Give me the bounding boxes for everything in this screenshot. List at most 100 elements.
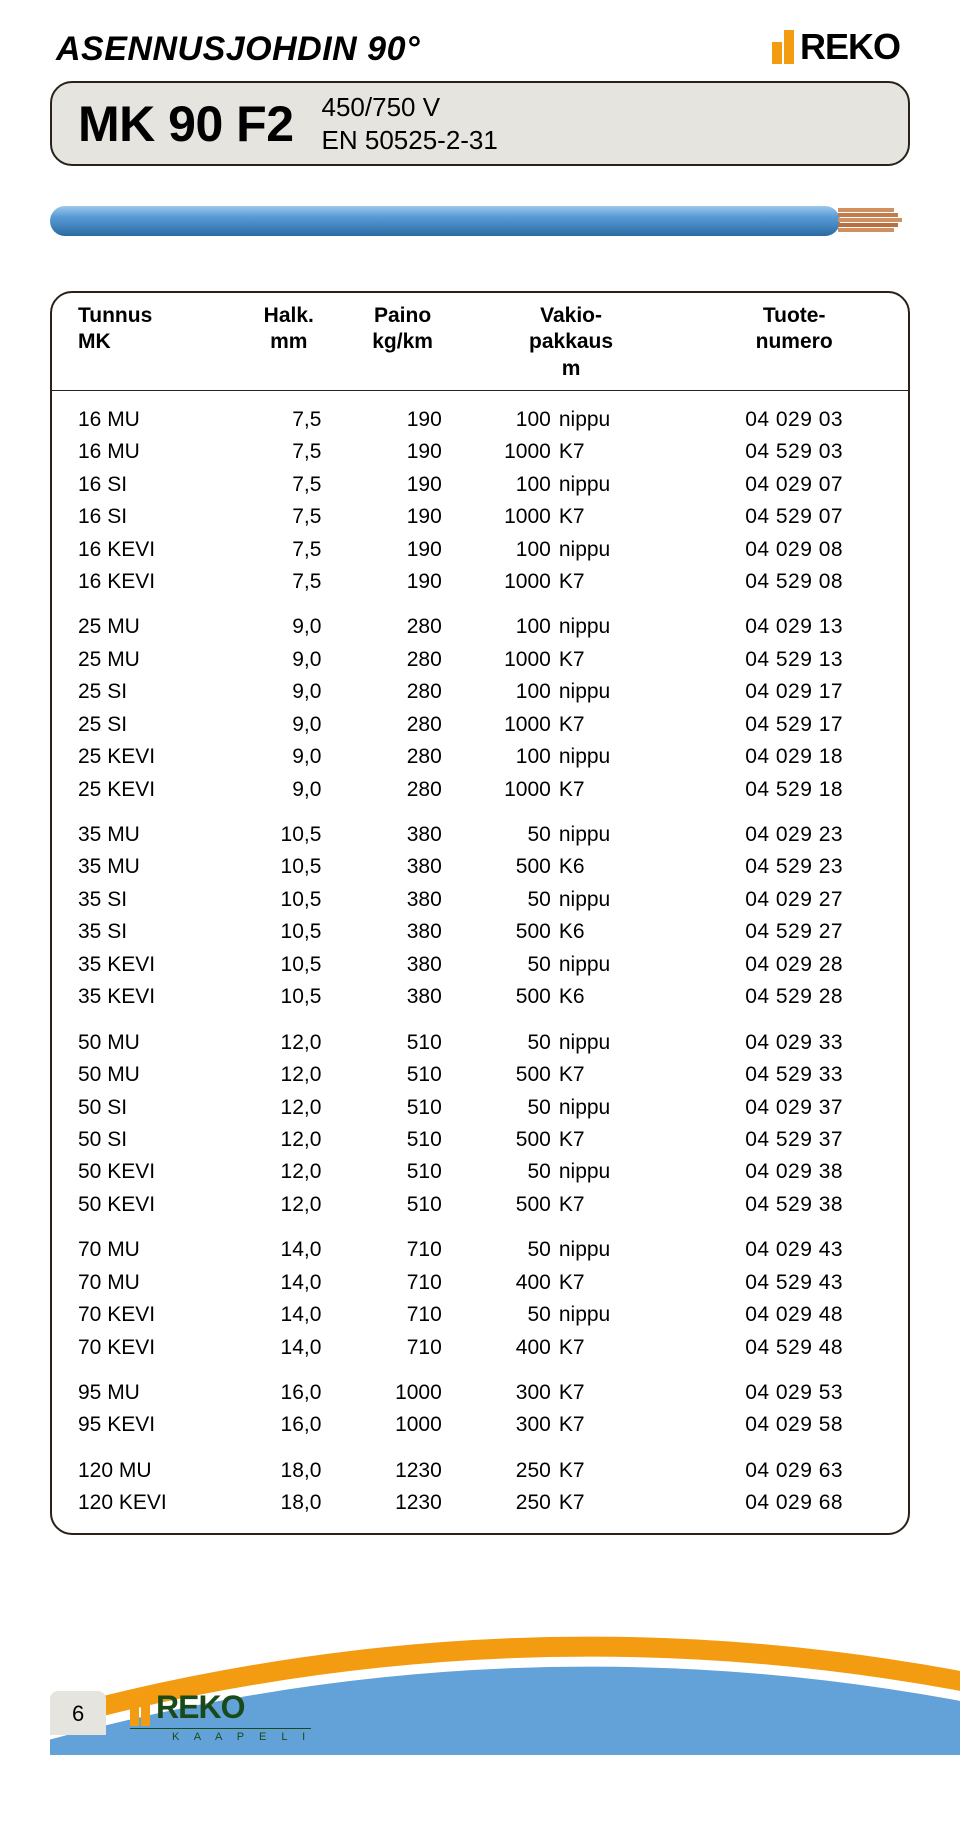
cell: 12,0 xyxy=(234,1124,343,1156)
cell: 04 529 08 xyxy=(680,566,908,598)
cell: 25 SI xyxy=(52,676,234,708)
cell: 16 SI xyxy=(52,501,234,533)
cell: 16 MU xyxy=(52,390,234,436)
cell: 280 xyxy=(343,598,461,643)
cell: 1000 xyxy=(343,1409,461,1441)
cell: 510 xyxy=(343,1156,461,1188)
cell: 25 MU xyxy=(52,598,234,643)
cell: 12,0 xyxy=(234,1092,343,1124)
table-row: 95 MU16,01000300K704 029 53 xyxy=(52,1364,908,1409)
cell: K7 xyxy=(553,1332,680,1364)
cell: 400 xyxy=(462,1267,553,1299)
table-row: 95 KEVI16,01000300K704 029 58 xyxy=(52,1409,908,1441)
cell: 510 xyxy=(343,1092,461,1124)
cell: 190 xyxy=(343,436,461,468)
cell: 04 029 27 xyxy=(680,884,908,916)
cell: 190 xyxy=(343,534,461,566)
cell: K7 xyxy=(553,436,680,468)
cell: K7 xyxy=(553,501,680,533)
cell: 1000 xyxy=(462,566,553,598)
table-row: 16 MU7,5190100nippu04 029 03 xyxy=(52,390,908,436)
cell: 1000 xyxy=(462,436,553,468)
table-row: 35 SI10,538050nippu04 029 27 xyxy=(52,884,908,916)
table-row: 35 MU10,5380500K604 529 23 xyxy=(52,851,908,883)
cell: 16 KEVI xyxy=(52,534,234,566)
cell: 100 xyxy=(462,534,553,566)
cell: K7 xyxy=(553,1189,680,1221)
cell: 380 xyxy=(343,884,461,916)
cell: 500 xyxy=(462,1124,553,1156)
cell: 50 SI xyxy=(52,1092,234,1124)
cell: 9,0 xyxy=(234,598,343,643)
cell: 510 xyxy=(343,1189,461,1221)
cell: 50 xyxy=(462,949,553,981)
col-pack-header: Vakio- pakkaus m xyxy=(462,293,681,390)
table-row: 70 MU14,071050nippu04 029 43 xyxy=(52,1221,908,1266)
cell: 1000 xyxy=(462,709,553,741)
table-row: 120 MU18,01230250K704 029 63 xyxy=(52,1442,908,1487)
cell: nippu xyxy=(553,949,680,981)
cell: 500 xyxy=(462,1059,553,1091)
cell: 10,5 xyxy=(234,949,343,981)
cell: 400 xyxy=(462,1332,553,1364)
brand-logo-top: REKO xyxy=(772,26,900,68)
cell: nippu xyxy=(553,806,680,851)
cell: K7 xyxy=(553,1267,680,1299)
cell: 95 MU xyxy=(52,1364,234,1409)
cell: 14,0 xyxy=(234,1221,343,1266)
cell: 380 xyxy=(343,806,461,851)
cell: 1230 xyxy=(343,1442,461,1487)
cell: 50 SI xyxy=(52,1124,234,1156)
cell: 04 029 13 xyxy=(680,598,908,643)
cell: 100 xyxy=(462,390,553,436)
cell: 04 029 38 xyxy=(680,1156,908,1188)
spec-table: Tunnus MK Halk. mm Paino kg/km Vakio- pa… xyxy=(50,291,910,1535)
cell: 25 MU xyxy=(52,644,234,676)
cell: 7,5 xyxy=(234,469,343,501)
cell: 70 MU xyxy=(52,1221,234,1266)
table-row: 25 SI9,0280100nippu04 029 17 xyxy=(52,676,908,708)
cell: 04 529 48 xyxy=(680,1332,908,1364)
cell: 25 KEVI xyxy=(52,774,234,806)
table-row: 50 MU12,0510500K704 529 33 xyxy=(52,1059,908,1091)
cell: 04 529 03 xyxy=(680,436,908,468)
cell: 04 029 43 xyxy=(680,1221,908,1266)
cell: 12,0 xyxy=(234,1156,343,1188)
table-row: 50 KEVI12,0510500K704 529 38 xyxy=(52,1189,908,1221)
table-row: 16 MU7,51901000K704 529 03 xyxy=(52,436,908,468)
cell: 35 MU xyxy=(52,806,234,851)
col-tuote-header: Tuote- numero xyxy=(680,293,908,390)
cell: 250 xyxy=(462,1442,553,1487)
cell: nippu xyxy=(553,884,680,916)
table-row: 50 MU12,051050nippu04 029 33 xyxy=(52,1014,908,1059)
cell: 50 xyxy=(462,806,553,851)
cell: 18,0 xyxy=(234,1442,343,1487)
cell: 710 xyxy=(343,1221,461,1266)
table-row: 16 SI7,5190100nippu04 029 07 xyxy=(52,469,908,501)
cell: 300 xyxy=(462,1409,553,1441)
cell: 70 MU xyxy=(52,1267,234,1299)
cell: 50 MU xyxy=(52,1014,234,1059)
cell: 9,0 xyxy=(234,741,343,773)
product-bar: MK 90 F2 450/750 V EN 50525-2-31 xyxy=(50,81,910,166)
cell: 04 029 28 xyxy=(680,949,908,981)
cell: 04 529 43 xyxy=(680,1267,908,1299)
cell: 50 xyxy=(462,1221,553,1266)
cell: 280 xyxy=(343,774,461,806)
table-row: 50 KEVI12,051050nippu04 029 38 xyxy=(52,1156,908,1188)
cell: nippu xyxy=(553,1299,680,1331)
cell: 280 xyxy=(343,644,461,676)
cell: 190 xyxy=(343,390,461,436)
cell: 14,0 xyxy=(234,1299,343,1331)
cell: 16,0 xyxy=(234,1409,343,1441)
cell: 16 MU xyxy=(52,436,234,468)
cell: 04 529 33 xyxy=(680,1059,908,1091)
cell: 9,0 xyxy=(234,676,343,708)
cell: 380 xyxy=(343,916,461,948)
cell: nippu xyxy=(553,1014,680,1059)
cell: 04 529 17 xyxy=(680,709,908,741)
table-row: 70 KEVI14,0710400K704 529 48 xyxy=(52,1332,908,1364)
cell: 04 029 23 xyxy=(680,806,908,851)
cell: K7 xyxy=(553,1442,680,1487)
cell: 280 xyxy=(343,676,461,708)
